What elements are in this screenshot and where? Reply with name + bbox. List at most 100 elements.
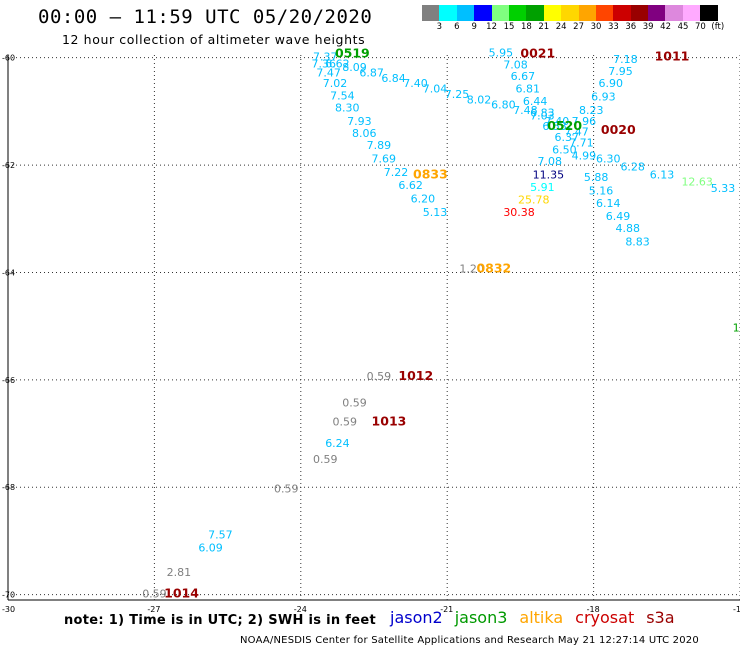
color-scale-label: 45: [677, 22, 689, 32]
pass-time-label: 1011: [655, 48, 690, 63]
lon-tick-label: -24: [294, 605, 307, 614]
wave-height-label: 6.83: [530, 107, 555, 120]
pass-time-label: 0833: [413, 166, 448, 181]
color-swatch: [543, 5, 562, 21]
wave-height-label: 30.38: [503, 206, 535, 219]
color-scale-label: 39: [642, 22, 654, 32]
color-scale-label: (ft): [711, 22, 725, 32]
wave-height-label: 6.28: [620, 160, 645, 173]
pass-time-label: 0021: [520, 46, 555, 61]
wave-height-label: 7.48: [513, 104, 538, 117]
wave-height-label: 7.37: [313, 50, 338, 63]
wave-height-label: 7.71: [569, 136, 594, 149]
pass-time-label: 0520: [547, 118, 582, 133]
pass-time-label: 1014: [164, 585, 199, 600]
wave-height-label: 7.95: [608, 65, 633, 78]
color-swatch: [456, 5, 475, 21]
wave-height-label: 7.25: [445, 88, 470, 101]
color-scale-label: 15: [503, 22, 515, 32]
wave-height-label: 6.67: [511, 70, 536, 83]
wave-height-label: 7.03: [530, 109, 555, 122]
pass-time-label: 1013: [372, 413, 407, 428]
wave-height-label: 6.13: [650, 168, 675, 181]
wave-height-label: 6.50: [552, 143, 577, 156]
wave-height-label: 6.14: [596, 197, 621, 210]
wave-height-label: 7.22: [384, 166, 409, 179]
wave-height-label: 6.30: [596, 152, 621, 165]
wave-height-label: 7.47: [316, 66, 341, 79]
color-swatch: [630, 5, 649, 21]
color-scale-label: 6: [454, 22, 460, 32]
satellite-legend-item: s3a: [646, 608, 675, 627]
wave-height-label: 7.08: [537, 155, 562, 168]
lon-tick-label: -18: [587, 605, 600, 614]
wave-height-label: 5.13: [423, 206, 448, 219]
wave-height-label: 8.30: [335, 101, 360, 114]
color-scale-label: 36: [625, 22, 637, 32]
wave-height-label: 6.93: [591, 91, 616, 104]
color-scale-label: 33: [607, 22, 619, 32]
color-swatch: [474, 5, 492, 21]
color-scale-label: 12: [486, 22, 498, 32]
wave-height-label: 5.16: [589, 185, 614, 198]
color-scale-label: 3: [436, 22, 443, 32]
color-swatch: [439, 5, 457, 21]
wave-height-label: 0.59: [313, 453, 338, 466]
wave-height-label: 6.44: [523, 95, 548, 108]
wave-height-label: 7.54: [330, 90, 355, 103]
wave-height-label: 2.81: [167, 566, 192, 579]
wave-height-label: 8.09: [342, 61, 367, 74]
wave-height-label: 6.87: [359, 66, 384, 79]
color-swatch: [508, 5, 527, 21]
wave-height-label: 0.59: [274, 483, 299, 496]
wave-height-label: 7.18: [613, 53, 638, 66]
wave-height-label: 0.59: [142, 587, 167, 600]
lon-tick-label: -21: [440, 605, 453, 614]
lat-tick-label: -68: [2, 483, 15, 492]
color-swatch: [682, 5, 701, 21]
wave-height-label: 6.37: [555, 131, 580, 144]
wave-height-label: 7.69: [372, 152, 397, 165]
lat-tick-label: -62: [2, 161, 15, 170]
wave-height-label: 7.89: [367, 139, 392, 152]
lat-tick-label: -70: [2, 591, 15, 600]
wave-height-label: 7.08: [503, 58, 528, 71]
color-swatch: [561, 5, 579, 21]
wave-height-label: 12.63: [681, 175, 713, 188]
wave-height-label: 6.53: [542, 120, 567, 133]
color-scale-label: 21: [538, 22, 550, 32]
color-scale-bar: [422, 5, 718, 21]
pass-time-label: 0020: [601, 122, 636, 137]
color-swatch: [422, 5, 440, 21]
color-swatch: [648, 5, 666, 21]
color-swatch: [613, 5, 631, 21]
wave-height-label: 0.59: [367, 370, 392, 383]
units-note: note: 1) Time is in UTC; 2) SWH is in fe…: [64, 613, 376, 628]
wave-height-label: 6.80: [491, 99, 516, 112]
satellite-legend: jason2 jason3 altika cryosat s3a: [390, 608, 687, 627]
wave-height-label: 5.33: [711, 182, 736, 195]
lat-tick-label: -64: [2, 268, 15, 277]
page-title: 00:00 – 11:59 UTC 05/20/2020: [38, 6, 373, 28]
color-scale-label: 42: [660, 22, 672, 32]
wave-height-label: 7.40: [545, 115, 570, 128]
lat-tick-label: -66: [2, 376, 15, 385]
wave-height-label: 4.99: [572, 150, 597, 163]
wave-height-label: 7.40: [403, 77, 428, 90]
wave-height-label: 6.62: [398, 179, 423, 192]
wave-height-label: 6.90: [598, 77, 623, 90]
color-scale-label: 70: [694, 22, 706, 32]
wave-height-label: 25.78: [518, 194, 550, 207]
wave-height-label: 4.88: [616, 222, 641, 235]
wave-height-label: 7.04: [423, 83, 448, 96]
wave-height-label: 16.62: [733, 322, 740, 335]
wave-height-label: 7.36: [312, 57, 337, 70]
color-scale-label: 27: [573, 22, 585, 32]
wave-height-label: 0.59: [333, 415, 358, 428]
wave-height-label: 6.84: [381, 72, 406, 85]
color-swatch: [700, 5, 718, 21]
color-scale-label: 9: [471, 22, 477, 32]
wave-height-label: 6.81: [516, 83, 541, 96]
color-swatch: [526, 5, 544, 21]
satellite-legend-item: cryosat: [575, 608, 635, 627]
